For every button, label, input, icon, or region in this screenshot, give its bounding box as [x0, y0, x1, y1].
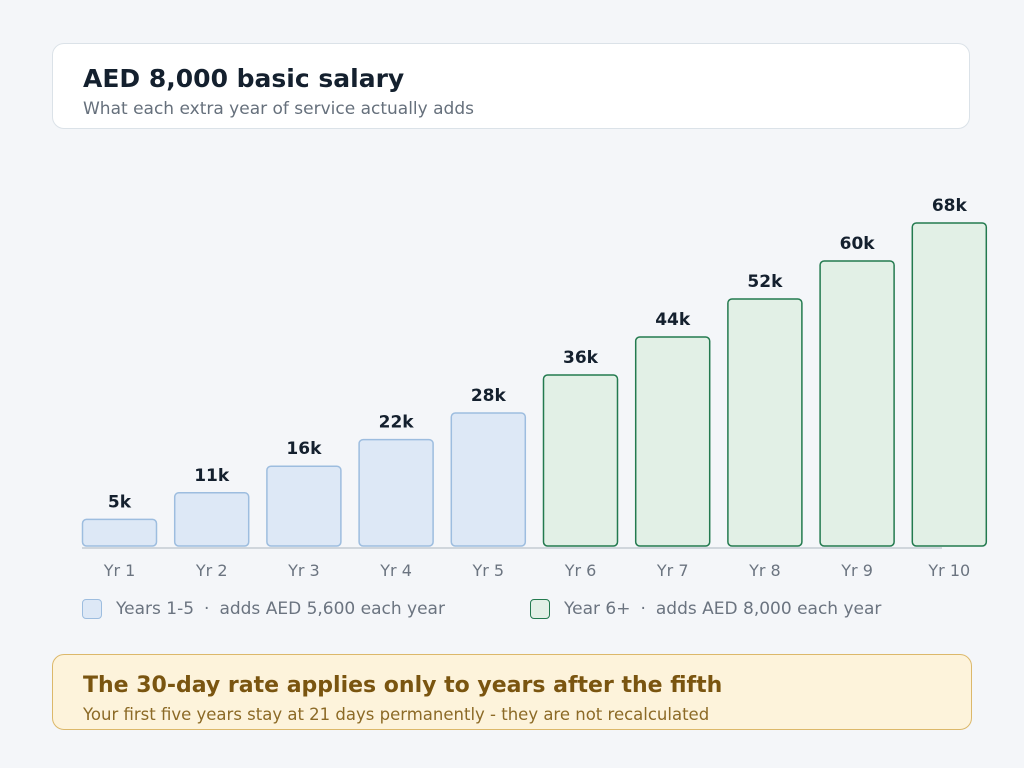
legend-separator: · — [204, 599, 210, 619]
data-label: 68k — [932, 196, 968, 216]
x-tick-label: Yr 2 — [195, 561, 228, 580]
legend-name: Years 1-5 — [116, 599, 195, 619]
data-label: 16k — [286, 439, 322, 459]
data-label: 44k — [655, 310, 691, 330]
data-label: 28k — [471, 386, 507, 406]
x-tick-label: Yr 7 — [656, 561, 689, 580]
legend-separator: · — [640, 599, 646, 619]
bar-yr-9 — [819, 260, 895, 547]
bar-yr-7 — [634, 336, 711, 547]
chart-subtitle: What each extra year of service actually… — [83, 99, 474, 119]
bar-yr-5 — [450, 412, 527, 547]
x-tick-label: Yr 9 — [840, 561, 873, 580]
bar-yr-6 — [542, 374, 619, 547]
x-tick-label: Yr 5 — [471, 561, 504, 580]
x-tick-label: Yr 6 — [564, 561, 597, 580]
x-tick-label: Yr 10 — [927, 561, 970, 580]
note-title: The 30-day rate applies only to years af… — [83, 673, 723, 698]
x-tick-label: Yr 3 — [287, 561, 320, 580]
x-tick-label: Yr 8 — [748, 561, 781, 580]
legend-detail: adds AED 8,000 each year — [655, 599, 882, 619]
bar-yr-2 — [173, 492, 250, 547]
data-label: 5k — [108, 492, 132, 512]
legend-label-years-1-5: Years 1-5 · adds AED 5,600 each year — [116, 599, 445, 619]
data-label: 22k — [379, 413, 415, 433]
legend-label-year-6-plus: Year 6+ · adds AED 8,000 each year — [564, 599, 881, 619]
header-card: AED 8,000 basic salary What each extra y… — [52, 43, 970, 129]
data-label: 11k — [194, 466, 230, 486]
note-subtitle: Your first five years stay at 21 days pe… — [83, 705, 710, 724]
bar-yr-4 — [358, 438, 434, 547]
x-tick-label: Yr 4 — [379, 561, 412, 580]
bar-yr-1 — [81, 518, 158, 547]
bar-yr-8 — [727, 298, 803, 547]
bar-yr-10 — [911, 222, 988, 547]
data-label: 52k — [747, 272, 783, 292]
legend-detail: adds AED 5,600 each year — [219, 599, 445, 619]
bar-chart: 5k Yr 1 11k Yr 2 16k Yr 3 22k Yr 4 28k Yr 5 36k Yr … — [81, 196, 988, 580]
bar-yr-3 — [266, 465, 342, 547]
note-card: The 30-day rate applies only to years af… — [52, 654, 972, 730]
legend-name: Year 6+ — [564, 599, 631, 619]
x-tick-label: Yr 1 — [103, 561, 136, 580]
data-label: 36k — [563, 348, 599, 368]
chart-title: AED 8,000 basic salary — [83, 64, 405, 93]
legend-swatch-years-1-5 — [82, 599, 102, 619]
legend-swatch-year-6-plus — [530, 599, 550, 619]
data-label: 60k — [840, 234, 876, 254]
